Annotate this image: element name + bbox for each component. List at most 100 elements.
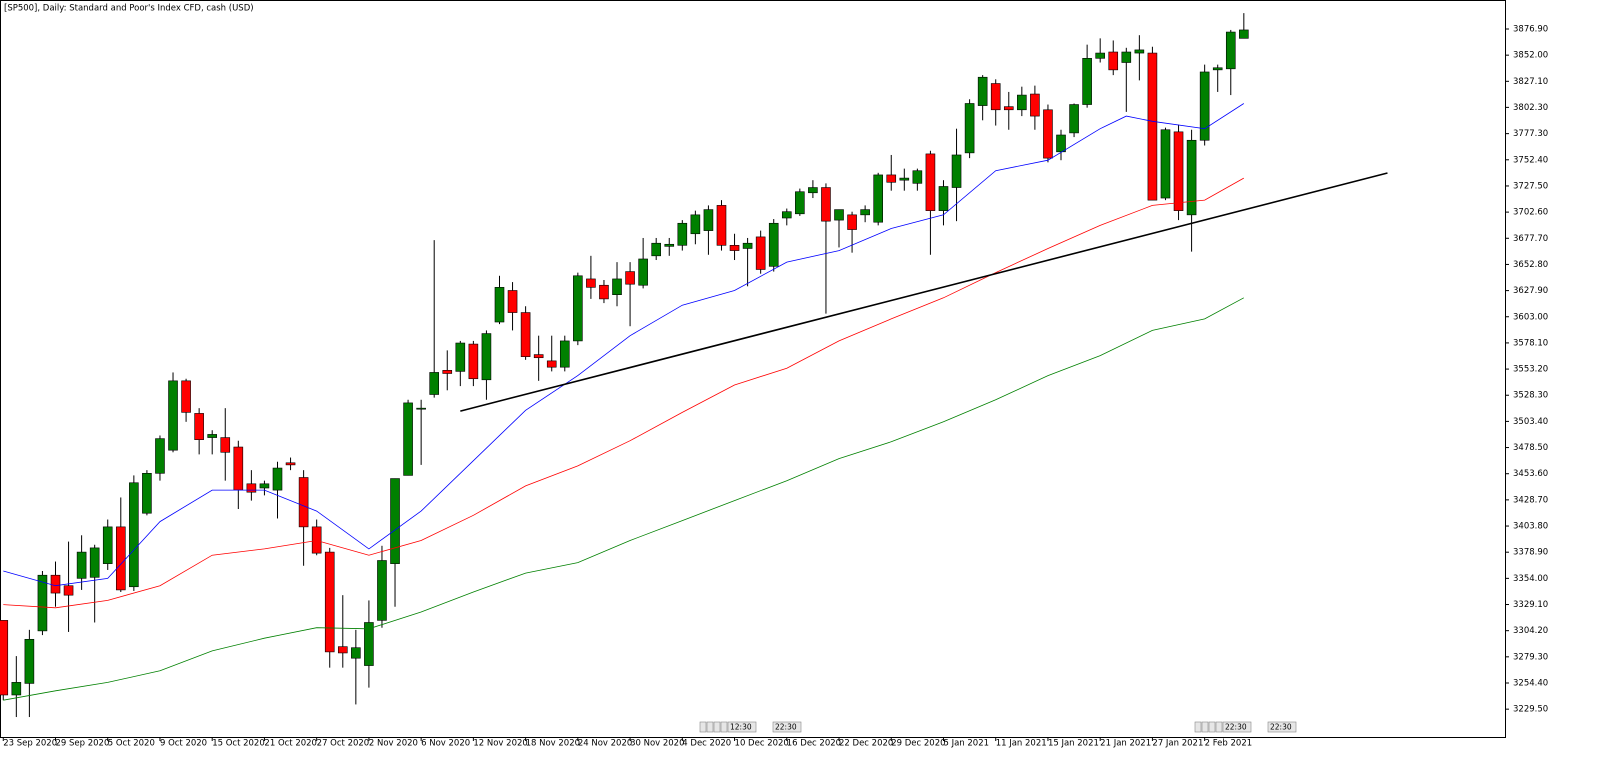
candle-body (1186, 139, 1197, 216)
x-tick-label: 22 Dec 2020 (839, 739, 893, 749)
chart-title: [SP500], Daily: Standard and Poor's Inde… (4, 4, 254, 14)
x-tick-label: 16 Dec 2020 (787, 739, 841, 749)
scroll-box[interactable] (720, 721, 728, 733)
x-tick-label: 5 Jan 2021 (943, 739, 989, 749)
candle-body (102, 526, 113, 564)
candle-body (873, 174, 883, 223)
y-tick-label: 3852.00 (1513, 51, 1548, 61)
y-tick-label: 3727.50 (1513, 181, 1548, 191)
candle-body (899, 177, 910, 181)
y-tick-label: 3378.90 (1513, 548, 1548, 558)
candle-body (677, 222, 688, 246)
scroll-label: 22:30 (1225, 723, 1247, 732)
candle-body (912, 170, 923, 184)
y-tick-label: 3702.60 (1513, 208, 1548, 218)
y-tick-label: 3777.30 (1513, 129, 1548, 139)
candle-body (533, 354, 544, 359)
candle-body (233, 446, 244, 491)
candle-body (351, 647, 361, 659)
candle-body (755, 236, 766, 270)
scroll-box[interactable] (1215, 721, 1223, 733)
candle-body (1082, 58, 1092, 105)
scroll-box[interactable] (1201, 721, 1209, 733)
x-tick-label: 30 Nov 2020 (630, 739, 684, 749)
y-tick-label: 3503.40 (1513, 417, 1548, 427)
y-tick-label: 3403.80 (1513, 522, 1548, 532)
candle-body (573, 275, 583, 342)
candle-body (951, 154, 962, 188)
candle-body (220, 437, 231, 453)
candle-body (716, 205, 727, 246)
y-tick-label: 3229.50 (1513, 705, 1548, 715)
y-tick-label: 3254.40 (1513, 678, 1548, 688)
moving-average (3, 297, 1244, 701)
y-tick-label: 3652.80 (1513, 260, 1548, 270)
x-tick-label: 21 Jan 2021 (1100, 739, 1151, 749)
candle-body (246, 483, 257, 493)
candle-body (834, 209, 844, 221)
scroll-box[interactable] (713, 721, 721, 733)
moving-average (3, 177, 1244, 609)
candle-body (1225, 31, 1236, 70)
x-tick-label: 18 Nov 2020 (526, 739, 580, 749)
candle-body (795, 191, 805, 215)
candle-body (390, 478, 400, 564)
candle-body (520, 312, 531, 357)
y-tick-label: 3478.50 (1513, 443, 1548, 453)
scroll-box[interactable] (1208, 721, 1216, 733)
scroll-box[interactable] (727, 721, 757, 733)
y-tick-label: 3802.30 (1513, 103, 1548, 113)
candle-body (925, 153, 936, 211)
plot-frame (0, 0, 1506, 738)
candle-body (1108, 51, 1119, 71)
candle-body (938, 186, 949, 211)
candle-body (860, 209, 870, 216)
x-tick-label: 29 Sep 2020 (55, 739, 109, 749)
candle-body (781, 211, 792, 219)
scroll-box[interactable] (706, 721, 714, 733)
x-tick-label: 15 Oct 2020 (212, 739, 265, 749)
x-tick-label: 27 Oct 2020 (317, 739, 370, 749)
candle-body (625, 271, 635, 285)
scroll-box[interactable] (1222, 721, 1252, 733)
candle-body (129, 482, 139, 588)
candle-body (207, 434, 218, 438)
candle-body (690, 214, 701, 235)
candle-body (285, 462, 296, 466)
x-tick-label: 21 Oct 2020 (264, 739, 317, 749)
candle-body (50, 574, 61, 594)
candle-body (403, 402, 413, 476)
scroll-box[interactable] (1194, 721, 1202, 733)
y-tick-label: 3354.00 (1513, 574, 1548, 584)
candle-body (416, 407, 426, 410)
x-tick-label: 10 Dec 2020 (735, 739, 789, 749)
x-tick-label: 4 Dec 2020 (682, 739, 731, 749)
candle-body (481, 333, 492, 381)
candle-body (638, 258, 648, 286)
candle-body (977, 76, 988, 106)
x-tick-label: 23 Sep 2020 (3, 739, 57, 749)
candle-body (1043, 109, 1053, 159)
y-tick-label: 3827.10 (1513, 77, 1548, 87)
candle-body (324, 551, 335, 653)
candle-body (494, 287, 505, 323)
candle-body (821, 187, 831, 222)
candle-body (612, 278, 622, 295)
candle-body (272, 467, 283, 491)
scroll-box[interactable] (1267, 721, 1297, 733)
x-tick-label: 5 Oct 2020 (108, 739, 155, 749)
candle-body (1212, 67, 1223, 71)
candle-body (298, 477, 309, 528)
candle-body (1056, 134, 1066, 153)
candle-body (468, 343, 479, 380)
trendline (460, 172, 1388, 412)
scroll-box[interactable] (772, 721, 802, 733)
candle-body (259, 483, 270, 489)
candle-body (89, 547, 100, 578)
x-tick-label: 6 Nov 2020 (421, 739, 470, 749)
scroll-box[interactable] (699, 721, 707, 733)
candle-body (1173, 131, 1184, 211)
y-tick-label: 3603.00 (1513, 312, 1548, 322)
x-tick-label: 12 Nov 2020 (473, 739, 527, 749)
candle-body (455, 342, 466, 372)
